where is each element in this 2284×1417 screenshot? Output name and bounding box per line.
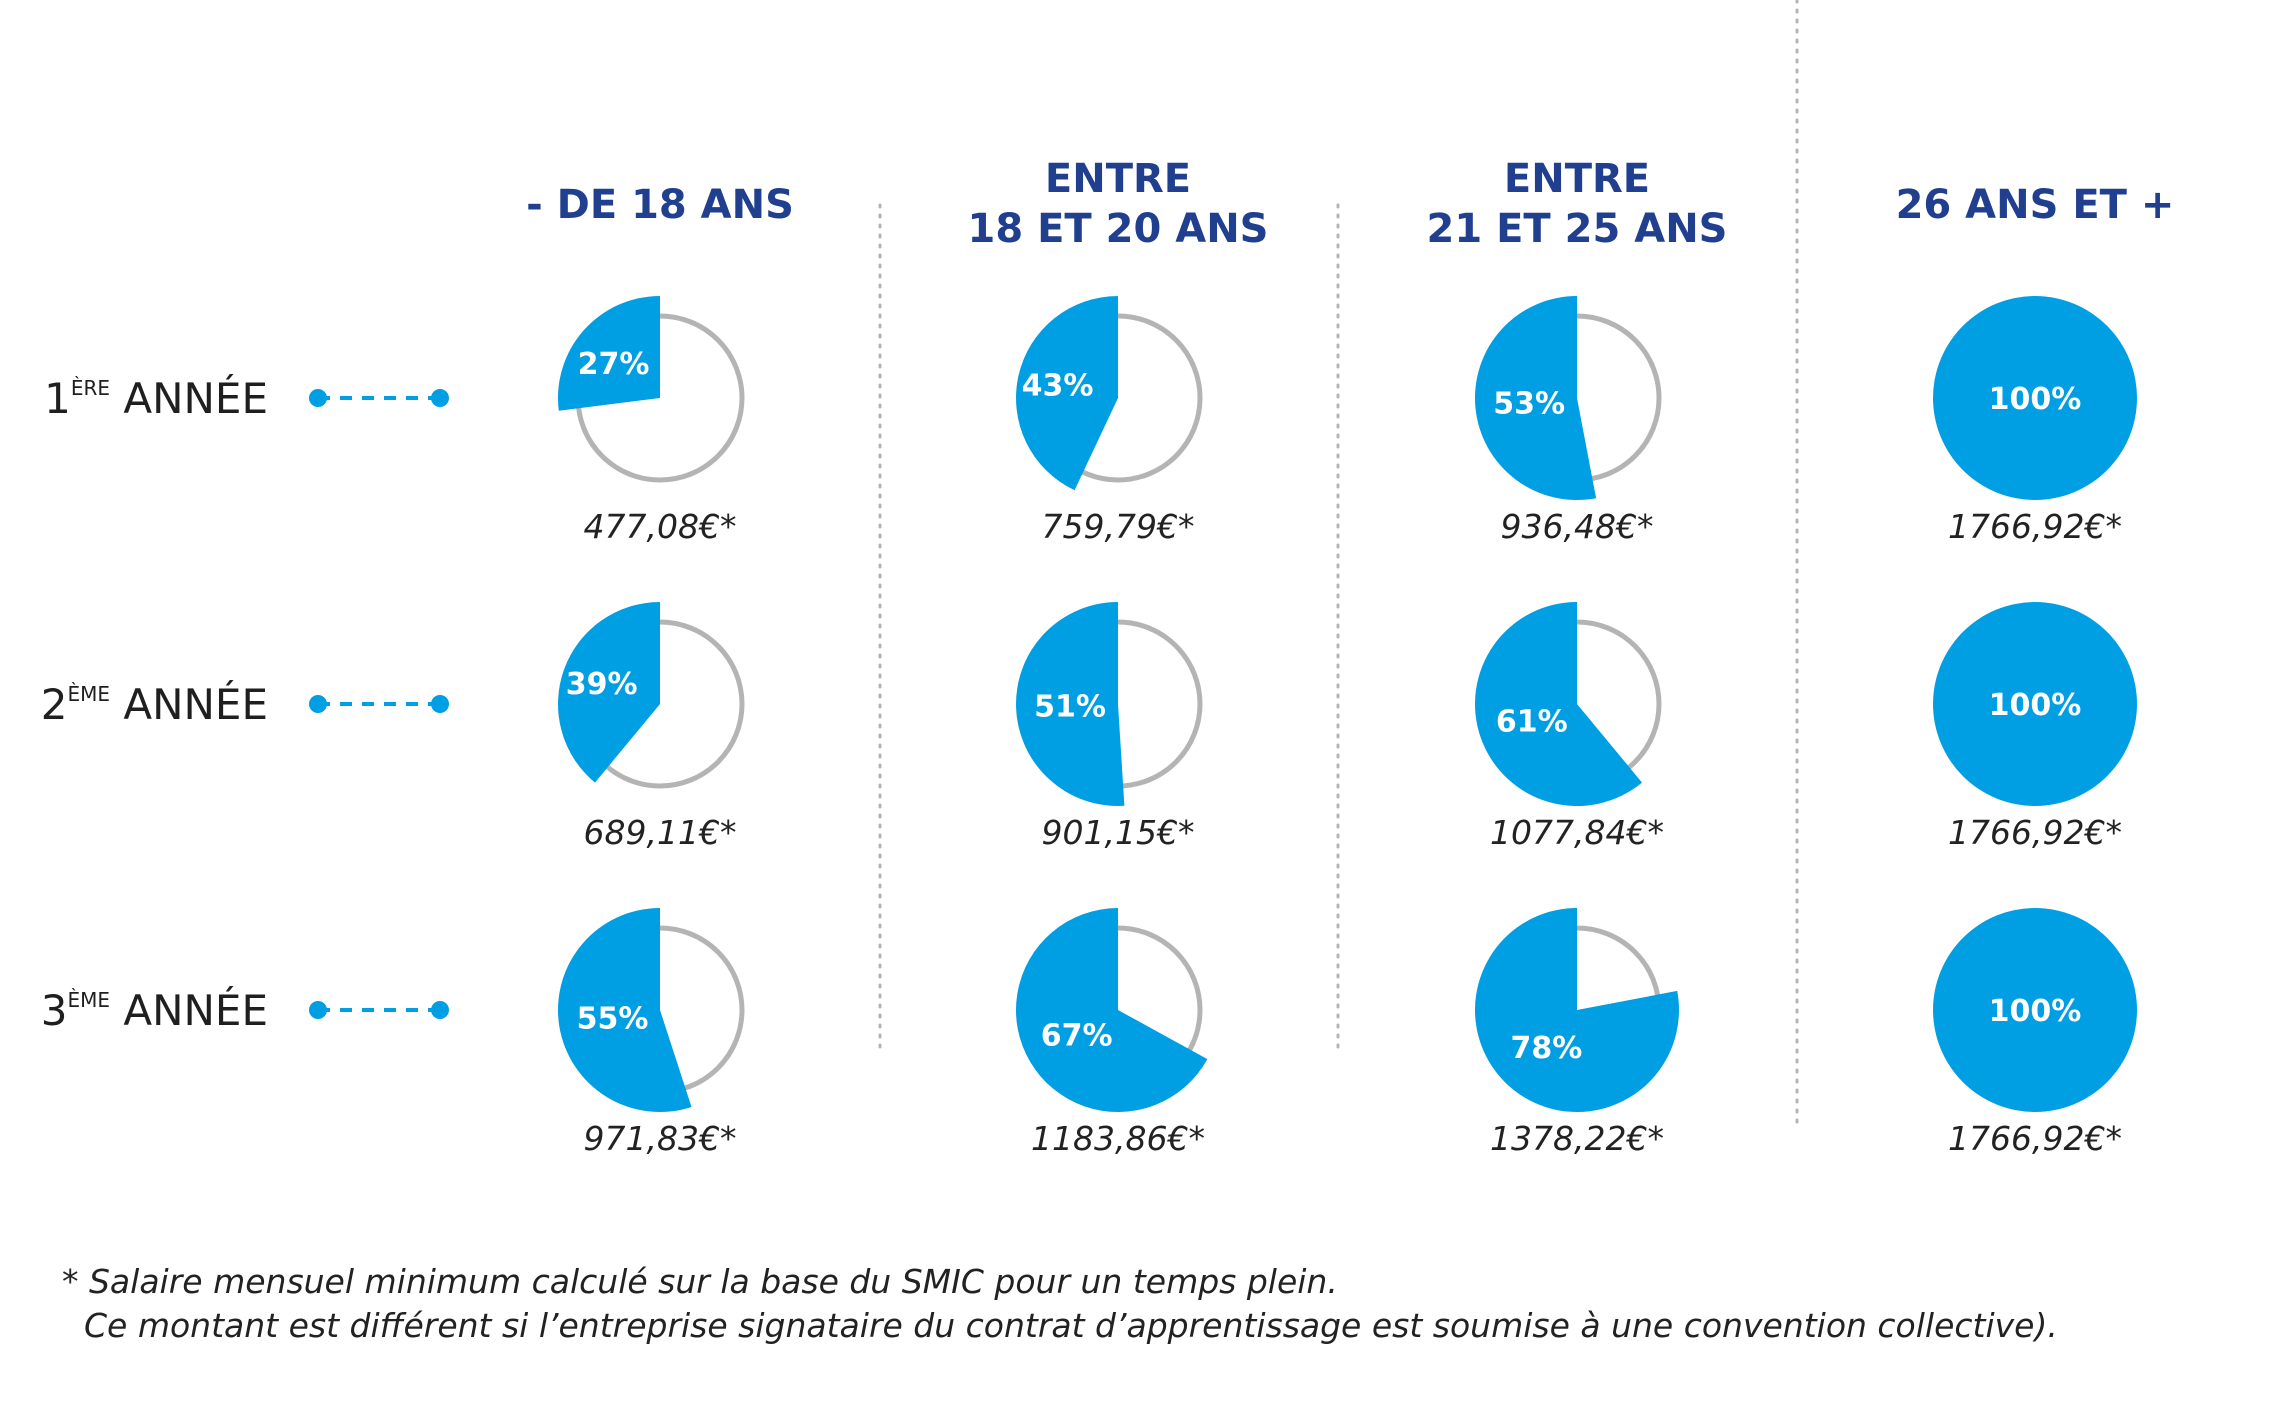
pie-amount-label-r3c3: 1378,22€* bbox=[1490, 1119, 1664, 1158]
column-title-3: ENTRE 21 ET 25 ANS bbox=[1427, 156, 1728, 252]
pie-amount-label-r1c1: 477,08€* bbox=[584, 507, 737, 546]
footnote: * Salaire mensuel minimum calculé sur la… bbox=[62, 1260, 2058, 1348]
row-connector-dot-start-3 bbox=[309, 1001, 327, 1019]
row-connector-dot-end-3 bbox=[431, 1001, 449, 1019]
pie-percent-label-r1c2: 43% bbox=[1022, 368, 1094, 403]
pie-percent-label-r1c4: 100% bbox=[1989, 382, 2082, 417]
pie-percent-label-r3c3: 78% bbox=[1510, 1031, 1582, 1066]
row-connector-dot-end-1 bbox=[431, 389, 449, 407]
pie-percent-label-r3c2: 67% bbox=[1041, 1018, 1113, 1053]
pie-amount-label-r1c3: 936,48€* bbox=[1501, 507, 1654, 546]
pie-amount-label-r2c2: 901,15€* bbox=[1042, 813, 1195, 852]
row-label-1: 1ÈRE ANNÉE bbox=[44, 373, 268, 423]
row-connector-dot-start-2 bbox=[309, 695, 327, 713]
pie-slice-r2c3 bbox=[1474, 602, 1643, 807]
pie-percent-label-r2c1: 39% bbox=[566, 667, 638, 702]
pie-amount-label-r1c4: 1766,92€* bbox=[1948, 507, 2122, 546]
row-label-2: 2ÈME ANNÉE bbox=[41, 679, 268, 729]
pie-slice-r3c4 bbox=[1933, 908, 2137, 1112]
column-title-2: ENTRE 18 ET 20 ANS bbox=[968, 156, 1269, 252]
pie-amount-label-r2c3: 1077,84€* bbox=[1490, 813, 1664, 852]
pie-slice-r3c2 bbox=[1015, 908, 1208, 1112]
pie-percent-label-r1c1: 27% bbox=[578, 347, 650, 382]
row-connector-dot-start-1 bbox=[309, 389, 327, 407]
column-title-1: - DE 18 ANS bbox=[526, 182, 794, 228]
pie-slice-r2c2 bbox=[1016, 602, 1125, 806]
pie-amount-label-r3c4: 1766,92€* bbox=[1948, 1119, 2122, 1158]
footnote-line-1: * Salaire mensuel minimum calculé sur la… bbox=[62, 1262, 1338, 1301]
pie-amount-label-r3c2: 1183,86€* bbox=[1031, 1119, 1205, 1158]
pie-slice-r2c1 bbox=[558, 602, 660, 783]
pie-amount-label-r1c2: 759,79€* bbox=[1042, 507, 1195, 546]
pie-slice-r1c3 bbox=[1474, 296, 1597, 500]
pie-amount-label-r2c4: 1766,92€* bbox=[1948, 813, 2122, 852]
pie-slice-r3c1 bbox=[558, 908, 692, 1112]
pie-amount-label-r2c1: 689,11€* bbox=[584, 813, 737, 852]
pie-percent-label-r2c3: 61% bbox=[1496, 704, 1568, 739]
pie-slice-r2c4 bbox=[1933, 602, 2137, 806]
pie-slice-r1c2 bbox=[1016, 296, 1118, 491]
pie-percent-label-r2c2: 51% bbox=[1034, 690, 1106, 725]
pie-amount-label-r3c1: 971,83€* bbox=[584, 1119, 737, 1158]
pie-grid: - DE 18 ANS ENTRE 18 ET 20 ANS ENTRE 21 ET 2… bbox=[41, 0, 2175, 1158]
row-label-3: 3ÈME ANNÉE bbox=[41, 985, 268, 1035]
footnote-line-2: Ce montant est différent si l’entreprise… bbox=[84, 1306, 2058, 1345]
row-connector-dot-end-2 bbox=[431, 695, 449, 713]
pie-slice-r1c4 bbox=[1933, 296, 2137, 500]
pie-percent-label-r3c4: 100% bbox=[1989, 994, 2082, 1029]
column-title-4: 26 ANS ET + bbox=[1896, 182, 2175, 228]
pie-slice-r3c3 bbox=[1474, 908, 1679, 1113]
pie-percent-label-r2c4: 100% bbox=[1989, 688, 2082, 723]
pie-percent-label-r3c1: 55% bbox=[577, 1002, 649, 1037]
pie-slice-r1c1 bbox=[557, 296, 660, 411]
pie-percent-label-r1c3: 53% bbox=[1493, 387, 1565, 422]
